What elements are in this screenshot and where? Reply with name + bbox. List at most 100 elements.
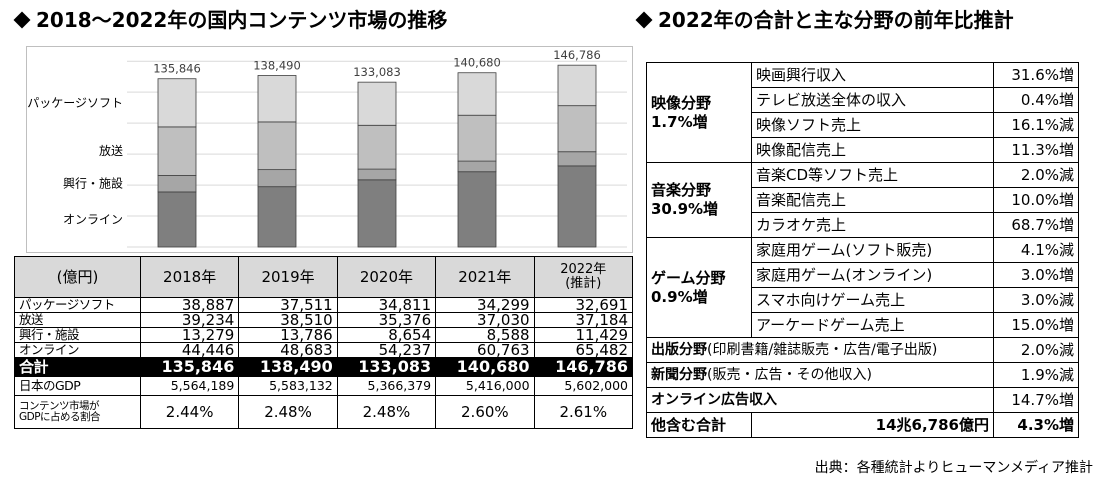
segment-name: 音楽分野 (651, 181, 712, 199)
segment-value: 3.0%増 (993, 262, 1079, 288)
single-row-bold: 出版分野 (651, 342, 707, 358)
unit-header: (億円) (14, 256, 141, 298)
table-cell: 48,683 (238, 342, 338, 358)
chart-svg: 135,846 138,490 133,083 140,680 146,786 オンライン… (27, 48, 627, 248)
single-row-value: 2.0%減 (993, 337, 1079, 363)
table-cell: 32,691 (533, 297, 634, 313)
legend-label: オンライン (63, 212, 123, 226)
grand-total-row: 他含む合計 14兆6,786億円 4.3%増 (646, 412, 1079, 438)
segment-item: 音楽CD等ソフト売上 (751, 162, 994, 188)
legend-label: パッケージソフト (27, 96, 123, 110)
segment-value: 15.0%増 (993, 312, 1079, 338)
gdp-row: 日本のGDP 5,564,189 5,583,132 5,366,379 5,4… (14, 376, 634, 396)
bar-segment (157, 126, 197, 176)
year-header: 2020年 (336, 256, 437, 298)
share-label-line1: コンテンツ市場が (19, 400, 99, 412)
segment-value: 11.3%増 (993, 137, 1079, 163)
segment-item: 映像ソフト売上 (751, 112, 994, 138)
segment-row: 家庭用ゲーム(オンライン) 3.0%増 (647, 262, 1079, 288)
share-cell: 2.48% (238, 395, 338, 429)
year-header: 2021年 (435, 256, 535, 298)
single-row-label: 出版分野(印刷書籍/雑誌販売・広告/電子出版) (646, 337, 994, 363)
single-row-newspaper: 新聞分野(販売・広告・その他収入) 1.9%減 (646, 362, 1079, 388)
grand-total-value: 4.3%増 (993, 412, 1079, 438)
segment-row: 音楽配信売上 10.0%増 (647, 187, 1079, 213)
share-cell: 2.61% (533, 395, 634, 429)
table-cell: 35,376 (336, 312, 437, 328)
single-row-publishing: 出版分野(印刷書籍/雑誌販売・広告/電子出版) 2.0%減 (646, 337, 1079, 363)
source-note: 出典：各種統計よりヒューマンメディア推計 (814, 460, 1093, 476)
single-row-value: 1.9%減 (993, 362, 1079, 388)
table-row: オンライン 44,446 48,683 54,237 60,763 65,482 (14, 342, 634, 358)
segment-item: スマホ向けゲーム売上 (751, 287, 994, 313)
share-cell: 2.60% (435, 395, 535, 429)
diamond-bullet-icon (13, 11, 31, 29)
segment-name-music: 音楽分野 30.9%増 (646, 162, 752, 238)
table-header-row: (億円) 2018年 2019年 2020年 2021年 2022年 (推計) (14, 256, 634, 298)
row-label: コンテンツ市場が GDPに占める割合 (14, 395, 141, 429)
estimate-label: (推計) (565, 276, 602, 291)
segment-name-game: ゲーム分野 0.9%増 (646, 237, 752, 338)
bar-segment (357, 168, 397, 181)
single-row-rest: (印刷書籍/雑誌販売・広告/電子出版) (707, 342, 938, 358)
bar-segment (457, 72, 497, 116)
gdp-share-row: コンテンツ市場が GDPに占める割合 2.44% 2.48% 2.48% 2.6… (14, 395, 634, 429)
bar-segment (557, 105, 597, 153)
segment-row: 映像分野 1.7%増 映画興行収入 31.6%増 (646, 62, 1079, 163)
market-table: (億円) 2018年 2019年 2020年 2021年 2022年 (推計) … (14, 256, 634, 429)
table-row: 興行・施設 13,279 13,786 8,654 8,588 11,429 (14, 327, 634, 343)
stacked-bar-chart: 135,846 138,490 133,083 140,680 146,786 オンライン… (26, 46, 633, 253)
total-data-label: 135,846 (153, 62, 201, 76)
grand-total-amount: 14兆6,786億円 (751, 412, 994, 438)
bar-segment (557, 165, 597, 248)
segment-value: 0.4%増 (993, 87, 1079, 113)
gdp-cell: 5,416,000 (435, 376, 535, 396)
table-cell: 54,237 (336, 342, 437, 358)
single-row-value: 14.7%増 (993, 387, 1079, 413)
bar-segment (257, 186, 297, 248)
row-label: 合計 (14, 357, 141, 377)
share-label-line2: GDPに占める割合 (19, 411, 101, 423)
segment-item: 家庭用ゲーム(ソフト販売) (751, 237, 994, 263)
year-header: 2019年 (238, 256, 338, 298)
segment-item: カラオケ売上 (751, 212, 994, 238)
bar-segment (457, 171, 497, 248)
total-data-label: 133,083 (353, 65, 401, 79)
table-cell: 60,763 (435, 342, 535, 358)
segment-rate: 1.7%増 (651, 112, 708, 131)
grand-total-label: 他含む合計 (646, 412, 752, 438)
legend-label: 放送 (99, 143, 123, 158)
bar-segment (457, 114, 497, 162)
segment-row: スマホ向けゲーム売上 3.0%減 (647, 287, 1079, 313)
single-row-online-ad: オンライン広告収入 14.7%増 (646, 387, 1079, 413)
segment-name-video: 映像分野 1.7%増 (646, 62, 752, 163)
segment-rate: 0.9%増 (651, 287, 708, 306)
bar-segment (557, 151, 597, 167)
segment-rate: 30.9%増 (651, 200, 719, 218)
segment-item: テレビ放送全体の収入 (751, 87, 994, 113)
segment-value: 31.6%増 (993, 62, 1079, 88)
total-cell: 138,490 (238, 357, 338, 377)
bar-segment (257, 121, 297, 171)
gdp-cell: 5,583,132 (238, 376, 338, 396)
row-label: 日本のGDP (14, 376, 141, 396)
segment-item: 映像配信売上 (751, 137, 994, 163)
segment-item: 映画興行収入 (751, 62, 994, 88)
gdp-cell: 5,564,189 (139, 376, 240, 396)
total-data-label: 140,680 (453, 56, 501, 70)
table-cell: 11,429 (533, 327, 634, 343)
row-label: 放送 (14, 312, 141, 328)
table-cell: 39,234 (139, 312, 240, 328)
segment-item: 音楽配信売上 (751, 187, 994, 213)
total-row: 合計 135,846 138,490 133,083 140,680 146,7… (14, 357, 634, 377)
single-row-label: オンライン広告収入 (646, 387, 994, 413)
single-row-bold: 新聞分野 (651, 367, 707, 383)
bar-segment (357, 179, 397, 248)
bar-segment (157, 175, 197, 193)
segment-row: ゲーム分野 0.9%増 家庭用ゲーム(ソフト販売) 4.1%減 (646, 237, 1079, 338)
segment-row: 映像配信売上 11.3%増 (647, 137, 1079, 163)
segment-item: アーケードゲーム売上 (751, 312, 994, 338)
single-row-rest: (販売・広告・その他収入) (707, 367, 872, 383)
bar-segment (557, 64, 597, 107)
row-label: 興行・施設 (14, 327, 141, 343)
